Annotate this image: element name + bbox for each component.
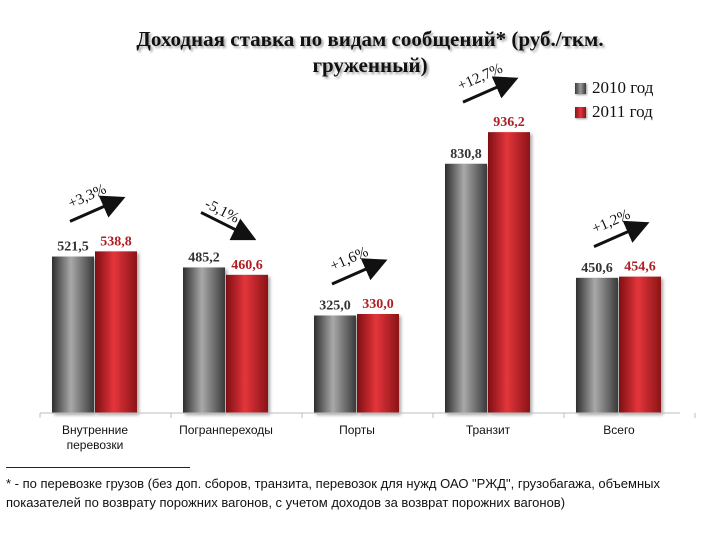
data-label-2010-3: 325,0 <box>319 299 351 314</box>
change-arrow-2 <box>200 211 257 241</box>
change-arrow-3 <box>331 258 388 286</box>
legend-item-2011: 2011 год <box>575 100 653 124</box>
category-label-4: Транзит <box>465 423 511 437</box>
data-label-2010-1: 521,5 <box>57 240 89 255</box>
category-label-5: Всего <box>603 423 635 437</box>
footnote-rule <box>6 467 190 468</box>
data-label-2010-2: 485,2 <box>188 250 220 265</box>
legend-item-2010: 2010 год <box>575 76 653 100</box>
bar-2011-3 <box>357 314 399 413</box>
bar-2010-1 <box>52 256 94 413</box>
data-label-2010-5: 450,6 <box>581 261 613 276</box>
data-label-2010-4: 830,8 <box>450 147 482 162</box>
bar-2011-2 <box>226 274 268 413</box>
legend-swatch-2010 <box>575 82 586 94</box>
bar-2010-2 <box>183 267 225 413</box>
data-label-2011-5: 454,6 <box>624 260 656 275</box>
legend-label-2011: 2011 год <box>592 102 653 121</box>
change-arrow-1 <box>69 195 126 223</box>
bar-2011-1 <box>95 251 137 413</box>
category-label-1: Внутренние перевозки <box>61 423 129 452</box>
category-label-3: Порты <box>339 423 375 437</box>
change-arrow-4 <box>462 76 519 104</box>
legend-label-2010: 2010 год <box>592 78 654 97</box>
bar-2011-5 <box>619 276 661 413</box>
change-label-4: +12,7% <box>456 61 506 95</box>
bar-2010-4 <box>445 163 487 413</box>
legend-swatch-2011 <box>575 106 586 118</box>
change-arrow-5 <box>593 220 650 248</box>
data-label-2011-4: 936,2 <box>493 115 525 130</box>
footnote: * - по перевозке грузов (без доп. сборов… <box>6 476 660 510</box>
data-label-2011-3: 330,0 <box>362 297 394 312</box>
data-label-2011-2: 460,6 <box>231 258 263 273</box>
category-label-2: Погранпереходы <box>179 423 273 437</box>
data-label-2011-1: 538,8 <box>100 234 132 249</box>
chart-title: Доходная ставка по видам сообщений* (руб… <box>136 27 604 77</box>
bar-2011-4 <box>488 132 530 413</box>
bar-2010-5 <box>576 277 618 413</box>
chart-legend: 2010 год 2011 год <box>575 76 653 124</box>
bar-2010-3 <box>314 315 356 413</box>
